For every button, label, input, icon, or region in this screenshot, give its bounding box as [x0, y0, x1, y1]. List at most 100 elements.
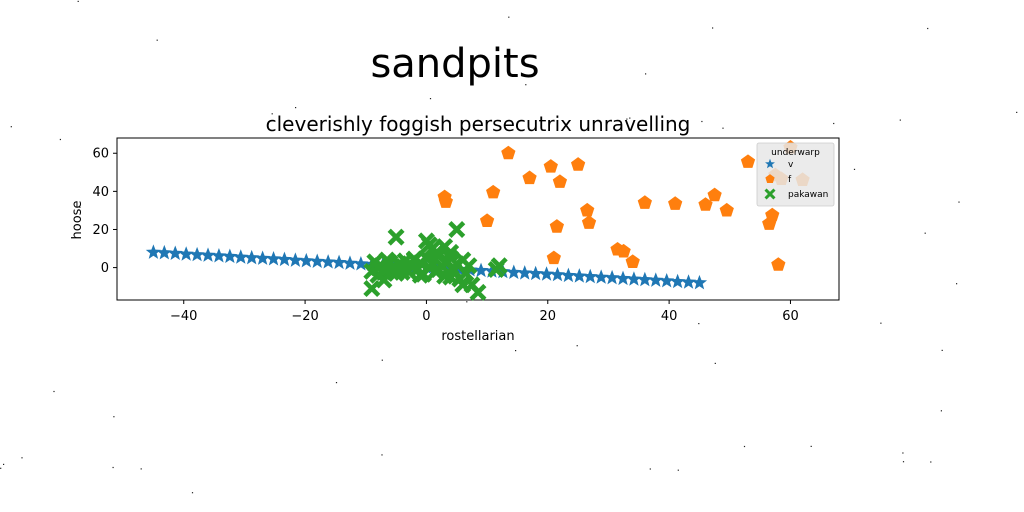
- point-v: [626, 271, 642, 286]
- chart-legend: underwarp vf pakawan: [756, 142, 835, 207]
- point-f: [438, 194, 453, 208]
- noise-dot: [140, 468, 142, 470]
- point-pakawan: [393, 263, 411, 281]
- noise-dot: [59, 138, 61, 141]
- point-v: [255, 250, 271, 265]
- point-v: [211, 247, 227, 263]
- point-v: [167, 245, 183, 260]
- noise-dot: [645, 73, 647, 75]
- point-pakawan: [442, 268, 460, 286]
- point-v: [156, 244, 172, 260]
- point-v: [615, 270, 631, 286]
- point-v: [298, 252, 314, 268]
- noise-dot: [77, 0, 79, 3]
- legend-title: underwarp: [771, 148, 820, 158]
- point-f: [581, 215, 597, 229]
- noise-dot: [833, 122, 835, 125]
- noise-dot: [381, 454, 383, 456]
- y-axis-label: hoose: [70, 201, 85, 240]
- point-v: [637, 271, 653, 287]
- legend-marker-f: [765, 174, 775, 183]
- point-pakawan: [490, 257, 508, 275]
- noise-dot: [0, 467, 2, 469]
- noise-dot: [3, 463, 5, 465]
- point-v: [560, 267, 577, 283]
- point-v: [233, 249, 249, 264]
- x-tick-label: 60: [782, 309, 799, 324]
- point-v: [680, 274, 697, 289]
- x-tick-label: 40: [661, 309, 678, 324]
- point-f: [637, 195, 652, 209]
- noise-dot: [649, 468, 651, 470]
- noise-dot: [743, 445, 746, 448]
- noise-dot: [902, 452, 904, 454]
- noise-dot: [525, 84, 527, 86]
- noise-dot: [466, 301, 468, 303]
- x-tick-label: 0: [422, 309, 430, 324]
- x-axis-label: rostellarian: [441, 329, 514, 344]
- noise-dot: [271, 113, 273, 115]
- point-v: [331, 254, 347, 270]
- legend-label-pakawan: pakawan: [788, 190, 828, 200]
- noise-dot: [53, 390, 55, 393]
- point-f: [698, 197, 713, 211]
- point-v: [244, 249, 260, 265]
- point-pakawan: [363, 280, 381, 298]
- noise-dot: [701, 120, 703, 123]
- noise-dot: [576, 345, 578, 347]
- noise-dot: [930, 461, 932, 463]
- point-v: [189, 246, 205, 262]
- point-pakawan: [442, 249, 460, 267]
- noise-dot: [722, 127, 724, 129]
- point-pakawan: [463, 276, 481, 294]
- point-v: [604, 269, 620, 285]
- point-v: [571, 268, 587, 283]
- legend-marker-v: [765, 158, 775, 169]
- point-f: [522, 170, 537, 185]
- point-f: [570, 157, 586, 171]
- scatter-series: [145, 140, 810, 301]
- y-tick-label: 60: [92, 147, 109, 162]
- point-v: [538, 266, 555, 281]
- point-f: [552, 174, 568, 188]
- y-axis-ticks: 0 20 40 60: [92, 147, 117, 276]
- noise-dot: [429, 98, 432, 100]
- point-f: [546, 250, 561, 265]
- noise-dot: [899, 119, 901, 121]
- series-pakawan: [363, 220, 508, 301]
- noise-dot: [335, 382, 338, 384]
- point-v: [549, 266, 566, 282]
- point-f: [479, 213, 495, 227]
- legend-box: [756, 142, 835, 207]
- point-v: [178, 246, 194, 261]
- noise-dot: [853, 168, 856, 170]
- point-v: [659, 272, 675, 288]
- point-v: [342, 255, 358, 270]
- point-v: [670, 273, 686, 289]
- noise-dot: [810, 445, 812, 447]
- point-v: [309, 253, 325, 268]
- point-v: [320, 254, 336, 269]
- point-v: [200, 247, 216, 262]
- point-pakawan: [448, 220, 466, 238]
- point-v: [287, 252, 303, 267]
- point-v: [222, 248, 238, 264]
- point-v: [582, 268, 598, 284]
- y-tick-label: 20: [92, 223, 109, 238]
- point-pakawan: [405, 251, 423, 269]
- noise-dot: [515, 350, 517, 352]
- noise-dot: [956, 283, 958, 285]
- point-f: [580, 202, 595, 217]
- point-v: [265, 251, 282, 266]
- point-pakawan: [436, 238, 454, 256]
- legend-label-v: v: [788, 160, 794, 170]
- noise-dot: [902, 461, 905, 463]
- noise-dot: [10, 126, 12, 128]
- point-v: [691, 274, 708, 290]
- x-axis-ticks: −40 −20 0 20 40 60: [170, 300, 799, 324]
- noise-dot: [156, 39, 158, 41]
- noise-dot: [958, 201, 960, 203]
- point-pakawan: [369, 259, 387, 277]
- point-v: [528, 265, 544, 281]
